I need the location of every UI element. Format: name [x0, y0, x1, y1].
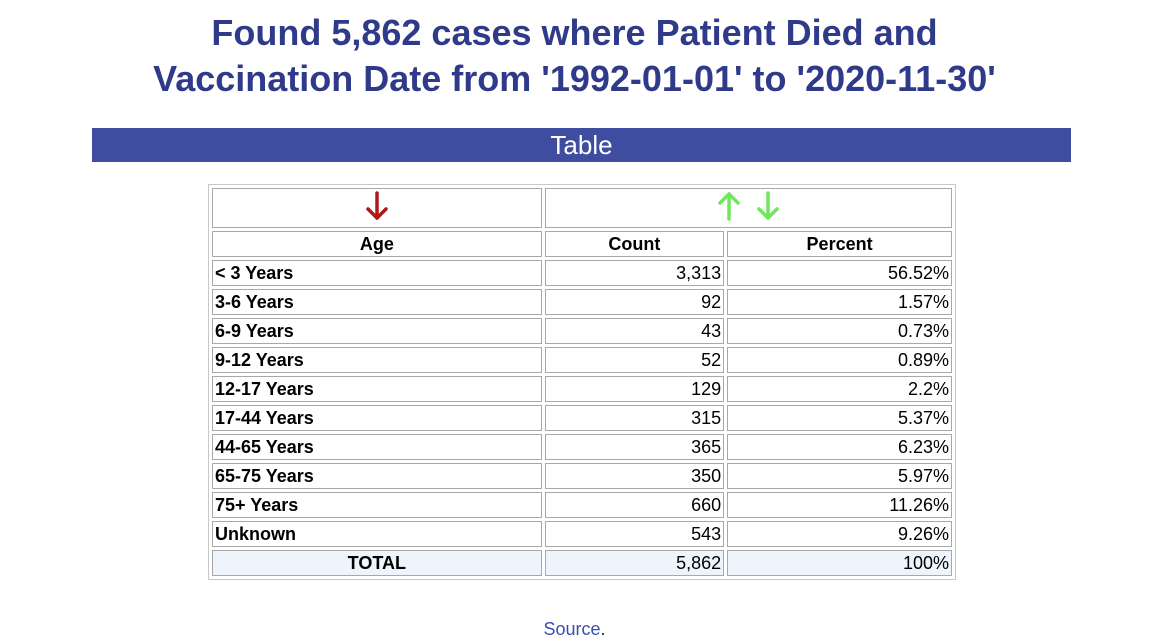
page-title-line-1: Found 5,862 cases where Patient Died and [211, 12, 938, 53]
source-footer: Source. [0, 619, 1149, 639]
percent-cell: 2.2% [727, 376, 952, 402]
count-sort-cell [544, 188, 952, 228]
table-row: Unknown 543 9.26% [212, 521, 952, 547]
percent-cell: 5.97% [727, 463, 952, 489]
percent-cell: 56.52% [727, 260, 952, 286]
table-row: 12-17 Years 129 2.2% [212, 376, 952, 402]
age-cell: < 3 Years [212, 260, 542, 286]
table-row: 17-44 Years 315 5.37% [212, 405, 952, 431]
total-count-cell: 5,862 [544, 550, 725, 576]
age-cell: Unknown [212, 521, 542, 547]
arrow-down-icon[interactable] [366, 190, 388, 226]
results-table-container: Age Count Percent < 3 Years 3,313 56.52%… [208, 184, 956, 580]
table-row: 65-75 Years 350 5.97% [212, 463, 952, 489]
age-column-header: Age [212, 231, 542, 257]
count-cell: 92 [544, 289, 725, 315]
table-row: 44-65 Years 365 6.23% [212, 434, 952, 460]
age-cell: 75+ Years [212, 492, 542, 518]
table-row: 6-9 Years 43 0.73% [212, 318, 952, 344]
table-section-banner: Table [92, 128, 1071, 162]
table-row: < 3 Years 3,313 56.52% [212, 260, 952, 286]
percent-cell: 5.37% [727, 405, 952, 431]
page-title-line-2: Vaccination Date from '1992-01-01' to '2… [153, 58, 996, 99]
percent-cell: 0.89% [727, 347, 952, 373]
age-sort-cell [212, 188, 542, 228]
count-cell: 3,313 [544, 260, 725, 286]
percent-cell: 0.73% [727, 318, 952, 344]
percent-cell: 6.23% [727, 434, 952, 460]
count-cell: 365 [544, 434, 725, 460]
table-row: 3-6 Years 92 1.57% [212, 289, 952, 315]
count-column-header: Count [544, 231, 725, 257]
total-percent-cell: 100% [727, 550, 952, 576]
results-table: Age Count Percent < 3 Years 3,313 56.52%… [208, 184, 956, 580]
table-header-row: Age Count Percent [212, 231, 952, 257]
total-label-cell: TOTAL [212, 550, 542, 576]
sort-controls-row [212, 188, 952, 228]
arrow-up-icon[interactable] [718, 191, 740, 226]
page-title: Found 5,862 cases where Patient Died and… [0, 10, 1149, 102]
count-cell: 543 [544, 521, 725, 547]
age-cell: 44-65 Years [212, 434, 542, 460]
count-cell: 52 [544, 347, 725, 373]
source-link[interactable]: Source [543, 619, 601, 639]
age-cell: 3-6 Years [212, 289, 542, 315]
age-cell: 17-44 Years [212, 405, 542, 431]
percent-cell: 9.26% [727, 521, 952, 547]
age-cell: 12-17 Years [212, 376, 542, 402]
percent-cell: 1.57% [727, 289, 952, 315]
arrow-down-icon[interactable] [757, 190, 779, 226]
table-row: 9-12 Years 52 0.89% [212, 347, 952, 373]
age-cell: 6-9 Years [212, 318, 542, 344]
table-total-row: TOTAL 5,862 100% [212, 550, 952, 576]
table-row: 75+ Years 660 11.26% [212, 492, 952, 518]
source-suffix: . [600, 619, 606, 639]
percent-cell: 11.26% [727, 492, 952, 518]
age-cell: 65-75 Years [212, 463, 542, 489]
count-cell: 660 [544, 492, 725, 518]
age-cell: 9-12 Years [212, 347, 542, 373]
percent-column-header: Percent [727, 231, 952, 257]
count-cell: 129 [544, 376, 725, 402]
count-cell: 315 [544, 405, 725, 431]
count-cell: 43 [544, 318, 725, 344]
count-cell: 350 [544, 463, 725, 489]
